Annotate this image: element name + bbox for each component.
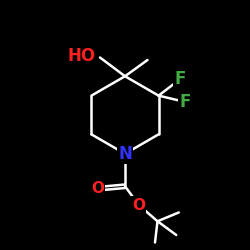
Text: O: O bbox=[132, 198, 145, 212]
Text: N: N bbox=[118, 145, 132, 163]
Text: HO: HO bbox=[68, 47, 96, 65]
Text: O: O bbox=[91, 181, 104, 196]
Text: F: F bbox=[174, 70, 186, 88]
Text: F: F bbox=[179, 93, 190, 111]
